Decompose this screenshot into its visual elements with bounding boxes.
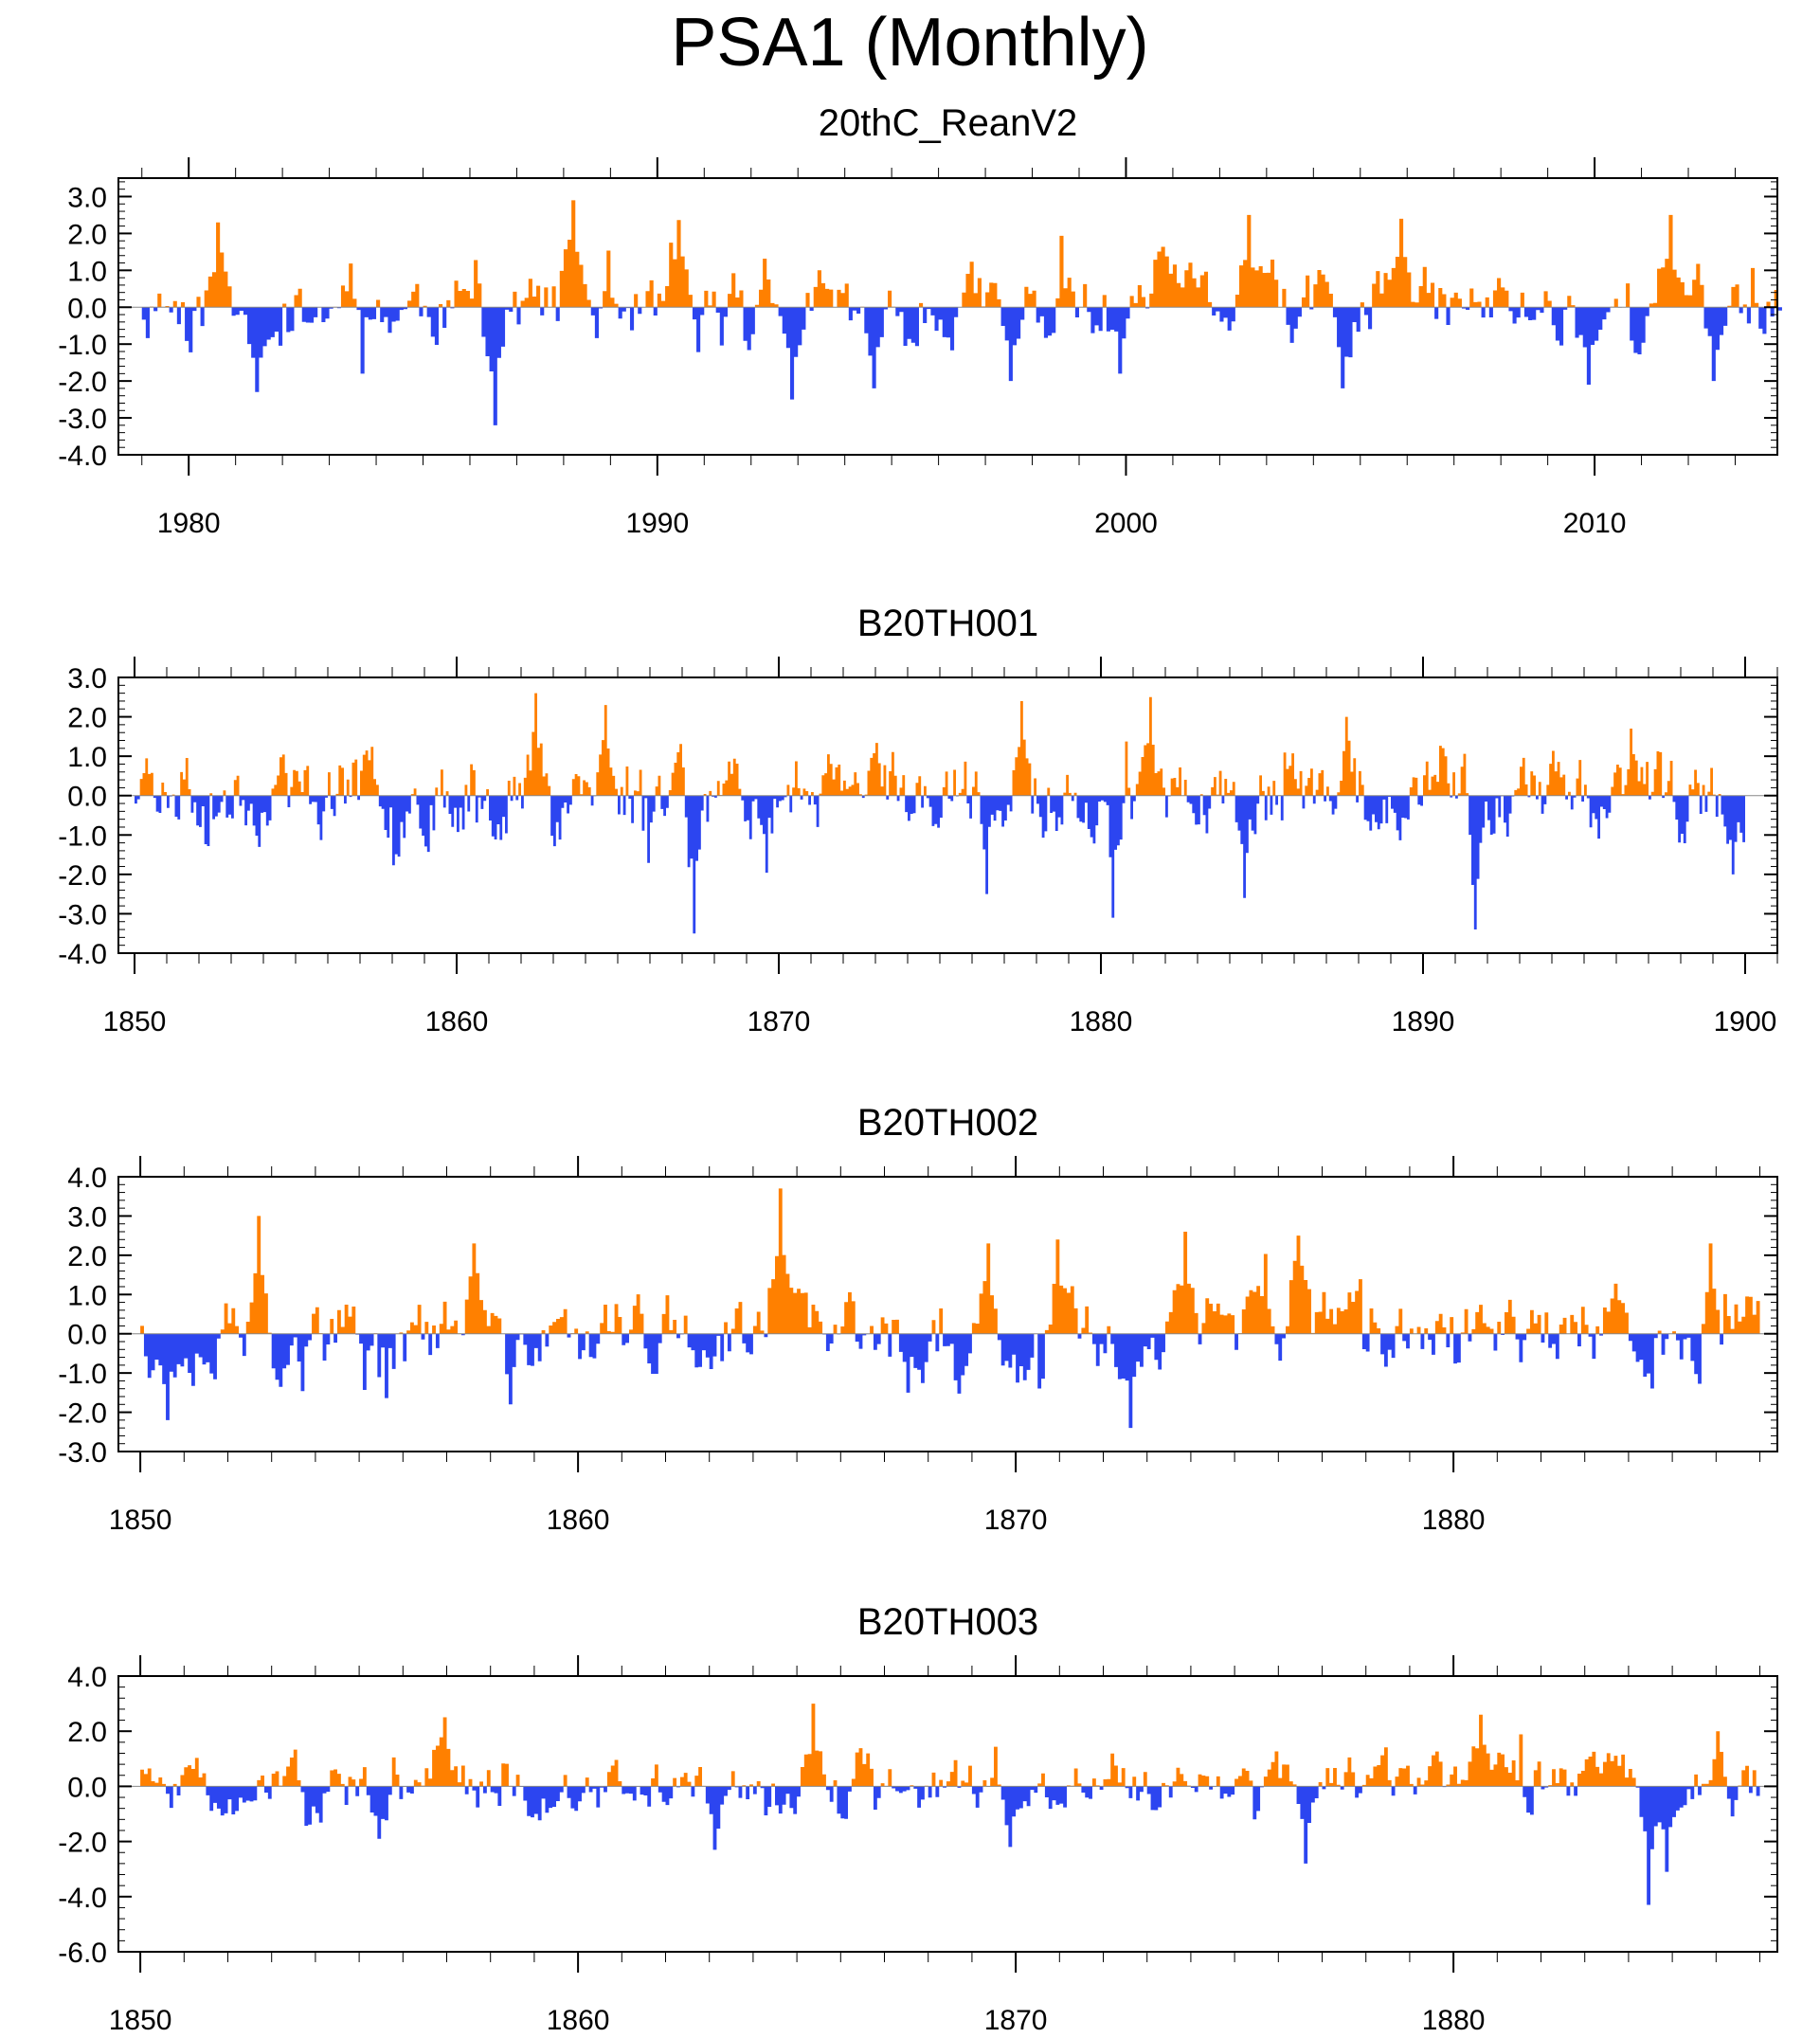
x-tick-label: 1860 — [547, 2005, 610, 2036]
x-tick-label: 1990 — [625, 508, 689, 539]
positive-area — [140, 1704, 1757, 1787]
positive-area — [149, 200, 1778, 308]
x-tick-label: 1880 — [1070, 1006, 1133, 1037]
x-tick-label: 2010 — [1563, 508, 1627, 539]
chart-panel-2: B20TH001 3.0 2.0 1.0 0.0 -1.0 -2.0 -3.0 -4.0 1850… — [58, 603, 1778, 1037]
y-tick-label: -3.0 — [58, 1437, 107, 1469]
x-tick-label: 1850 — [103, 1006, 167, 1037]
y-tick-label: -6.0 — [58, 1938, 107, 1969]
plot-frame — [117, 1176, 1778, 1452]
y-tick-label: 0.0 — [67, 782, 107, 813]
panel-title: B20TH003 — [857, 1601, 1038, 1643]
y-tick-label: 0.0 — [67, 1320, 107, 1351]
y-tick-label: 3.0 — [67, 1201, 107, 1233]
y-tick-label: -2.0 — [58, 367, 107, 398]
negative-area — [143, 1333, 1724, 1429]
y-tick-label: -4.0 — [58, 1883, 107, 1914]
y-tick-label: -2.0 — [58, 1828, 107, 1859]
y-tick-label: 0.0 — [67, 1772, 107, 1803]
plot-frame — [117, 177, 1778, 456]
x-tick-label: 1880 — [1422, 1505, 1486, 1536]
y-tick-label: -1.0 — [58, 821, 107, 852]
y-tick-label: 3.0 — [67, 182, 107, 213]
panel-title: B20TH002 — [857, 1102, 1038, 1144]
x-tick-label: 1860 — [547, 1505, 610, 1536]
chart-panel-3: B20TH002 4.0 3.0 2.0 1.0 0.0 -1.0 -2.0 -3.0 1850 1… — [58, 1102, 1778, 1536]
negative-area — [141, 307, 1782, 425]
y-tick-label: 4.0 — [67, 1163, 107, 1194]
x-tick-label: 1900 — [1714, 1006, 1777, 1037]
y-tick-label: 1.0 — [67, 742, 107, 773]
x-tick-label: 1850 — [109, 1505, 172, 1536]
y-tick-label: -2.0 — [58, 860, 107, 892]
chart-panel-1: 20thC_ReanV2 3.0 2.0 1.0 0.0 -1.0 -2.0 -3.0 -4.0… — [58, 102, 1782, 539]
y-tick-label: -3.0 — [58, 899, 107, 930]
y-tick-label: 0.0 — [67, 293, 107, 324]
x-tick-label: 1870 — [984, 2005, 1048, 2036]
x-tick-label: 1890 — [1392, 1006, 1455, 1037]
x-tick-label: 1870 — [748, 1006, 811, 1037]
panel-title: B20TH001 — [857, 603, 1038, 644]
y-tick-label: 2.0 — [67, 703, 107, 734]
y-tick-label: 1.0 — [67, 256, 107, 287]
positive-area — [140, 1188, 1760, 1334]
x-tick-label: 1880 — [1422, 2005, 1486, 2036]
y-tick-label: 4.0 — [67, 1662, 107, 1693]
x-tick-label: 1860 — [425, 1006, 489, 1037]
y-tick-label: -4.0 — [58, 939, 107, 970]
y-tick-label: -3.0 — [58, 404, 107, 435]
x-tick-label: 1980 — [157, 508, 221, 539]
y-tick-label: -1.0 — [58, 330, 107, 361]
positive-area — [139, 693, 1721, 796]
negative-area — [166, 1786, 1760, 1905]
y-tick-label: 2.0 — [67, 1717, 107, 1748]
y-tick-label: 2.0 — [67, 219, 107, 250]
x-tick-label: 2000 — [1094, 508, 1158, 539]
y-tick-label: 3.0 — [67, 663, 107, 694]
y-tick-label: -4.0 — [58, 441, 107, 472]
chart-panel-4: B20TH003 4.0 2.0 0.0 -2.0 -4.0 -6.0 1850 1860 187… — [58, 1601, 1778, 2036]
y-tick-label: 1.0 — [67, 1280, 107, 1311]
plot-frame — [117, 1675, 1778, 1953]
y-tick-label: -2.0 — [58, 1398, 107, 1430]
x-tick-label: 1870 — [984, 1505, 1048, 1536]
panel-title: 20thC_ReanV2 — [819, 102, 1078, 144]
main-title: PSA1 (Monthly) — [671, 5, 1149, 81]
y-tick-label: 2.0 — [67, 1241, 107, 1272]
x-tick-label: 1850 — [109, 2005, 172, 2036]
negative-area — [135, 795, 1745, 934]
plot-frame — [117, 676, 1778, 954]
y-tick-label: -1.0 — [58, 1359, 107, 1390]
